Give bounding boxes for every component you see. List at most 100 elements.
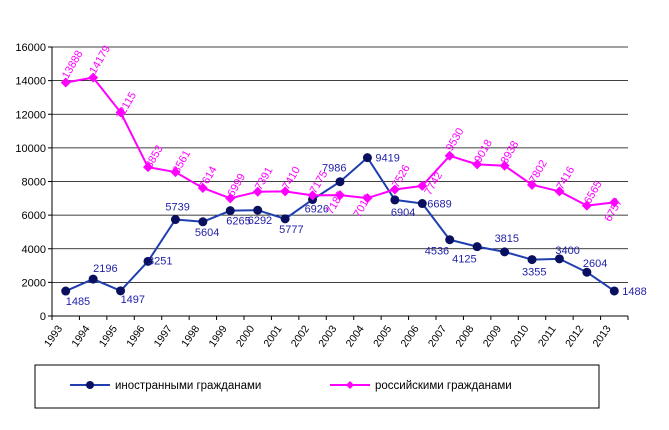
legend-marker-series-1 [86, 381, 94, 389]
x-tick-label: 2002 [289, 323, 312, 349]
data-point-series-2 [88, 72, 99, 83]
series-group [60, 72, 620, 296]
x-tick-label: 2008 [453, 323, 476, 349]
data-label-series-2: 9018 [472, 138, 495, 165]
legend: иностранными гражданами российскими граж… [34, 364, 600, 409]
y-tick-label: 4000 [22, 244, 46, 256]
legend-marker-series-2 [346, 381, 354, 389]
data-point-series-1 [170, 215, 180, 225]
data-label-series-1: 3355 [522, 267, 546, 279]
data-point-series-2 [554, 186, 565, 197]
x-tick-label: 1997 [152, 323, 175, 349]
y-tick-label: 0 [40, 311, 46, 323]
data-label-series-2: 14179 [87, 44, 113, 76]
x-tick-label: 2005 [371, 323, 394, 349]
y-tick-label: 12000 [15, 109, 46, 121]
data-point-series-1 [143, 256, 153, 266]
data-point-series-1 [116, 286, 126, 296]
data-point-series-1 [335, 177, 345, 187]
data-label-series-1: 5777 [279, 224, 303, 236]
data-point-series-2 [609, 197, 620, 208]
axes [48, 46, 629, 320]
data-point-series-1 [609, 286, 619, 296]
x-tick-label: 2003 [316, 323, 339, 349]
x-tick-label: 1999 [206, 323, 229, 349]
data-point-series-2 [252, 186, 263, 197]
data-point-series-1 [225, 206, 235, 216]
data-label-series-2: 6757 [602, 197, 625, 224]
data-point-series-2 [417, 180, 428, 191]
data-point-series-2 [444, 150, 455, 161]
data-label-series-1: 2196 [93, 263, 117, 275]
data-label-series-2: 7742 [422, 170, 445, 197]
data-label-series-2: 9530 [444, 126, 467, 153]
data-label-series-1: 3815 [495, 233, 519, 245]
data-label-series-1: 4536 [425, 246, 449, 258]
x-axis-ticks: 1993 1994 1995 1996 1997 1998 1999 2000 2001 2002… [42, 323, 614, 349]
data-label-series-1: 9419 [375, 153, 399, 165]
y-tick-label: 14000 [15, 76, 46, 88]
data-point-series-2 [581, 200, 592, 211]
data-label-series-2: 12115 [114, 90, 139, 122]
y-tick-label: 16000 [15, 42, 46, 54]
data-point-series-1 [445, 235, 455, 245]
y-axis-ticks: 0 2000 4000 6000 8000 10000 12000 14000 16000 [15, 42, 46, 323]
x-tick-label: 1998 [179, 323, 202, 349]
y-tick-label: 8000 [22, 177, 46, 189]
x-tick-label: 2004 [344, 323, 367, 349]
data-label-series-1: 5739 [165, 202, 189, 214]
data-point-series-2 [197, 182, 208, 193]
data-label-series-2: 7391 [253, 165, 276, 192]
data-point-series-1 [390, 195, 400, 205]
data-label-series-2: 7410 [280, 165, 303, 192]
data-label-series-1: 5604 [195, 227, 219, 239]
x-tick-label: 1995 [97, 323, 120, 349]
data-point-series-2 [307, 190, 318, 201]
data-label-series-2: 13888 [60, 49, 86, 81]
data-label-series-1: 7986 [322, 163, 346, 175]
data-point-series-2 [143, 162, 153, 173]
data-point-series-1 [582, 267, 592, 277]
data-point-series-2 [170, 167, 181, 178]
data-label-series-1: 6904 [391, 207, 415, 219]
y-tick-label: 10000 [15, 143, 46, 155]
x-tick-label: 2007 [426, 323, 449, 349]
data-label-series-1: 2604 [583, 258, 607, 270]
data-label-series-2: 7188 [324, 189, 347, 216]
legend-box [34, 364, 600, 409]
data-point-series-2 [472, 159, 483, 170]
data-label-series-1: 1485 [66, 296, 90, 308]
data-label-series-2: 7614 [197, 164, 220, 191]
data-label-series-1: 3400 [555, 245, 579, 257]
data-label-series-2: 8938 [499, 139, 522, 166]
x-tick-label: 2011 [536, 323, 559, 349]
data-label-series-1: 6926 [305, 204, 329, 216]
data-point-series-1 [198, 217, 208, 227]
data-label-series-2: 8561 [171, 148, 194, 175]
legend-label-series-2: российскими гражданами [375, 380, 512, 392]
data-point-series-2 [499, 160, 510, 171]
x-tick-label: 2012 [563, 323, 586, 349]
data-point-series-1 [253, 205, 263, 215]
x-tick-label: 1996 [124, 323, 147, 349]
x-tick-label: 1994 [69, 323, 92, 349]
data-point-series-1 [500, 247, 510, 257]
data-label-series-1: 6689 [427, 199, 451, 211]
x-tick-label: 2009 [481, 323, 504, 349]
legend-label-series-1: иностранными гражданами [115, 380, 261, 392]
data-point-series-1 [417, 199, 427, 209]
data-label-series-1: 3251 [148, 255, 172, 267]
data-point-series-2 [527, 179, 537, 190]
data-point-series-1 [362, 153, 372, 163]
data-label-series-1: 6292 [248, 215, 272, 227]
data-label-series-2: 7416 [555, 165, 578, 192]
data-point-series-1 [280, 214, 290, 224]
data-point-series-1 [527, 255, 537, 265]
data-point-series-1 [88, 274, 98, 284]
data-label-series-2: 7175 [308, 169, 331, 196]
data-point-series-1 [554, 254, 564, 264]
data-point-series-1 [61, 286, 71, 296]
x-tick-label: 2000 [234, 323, 257, 349]
data-point-series-2 [225, 193, 236, 204]
x-tick-label: 2013 [590, 323, 613, 349]
